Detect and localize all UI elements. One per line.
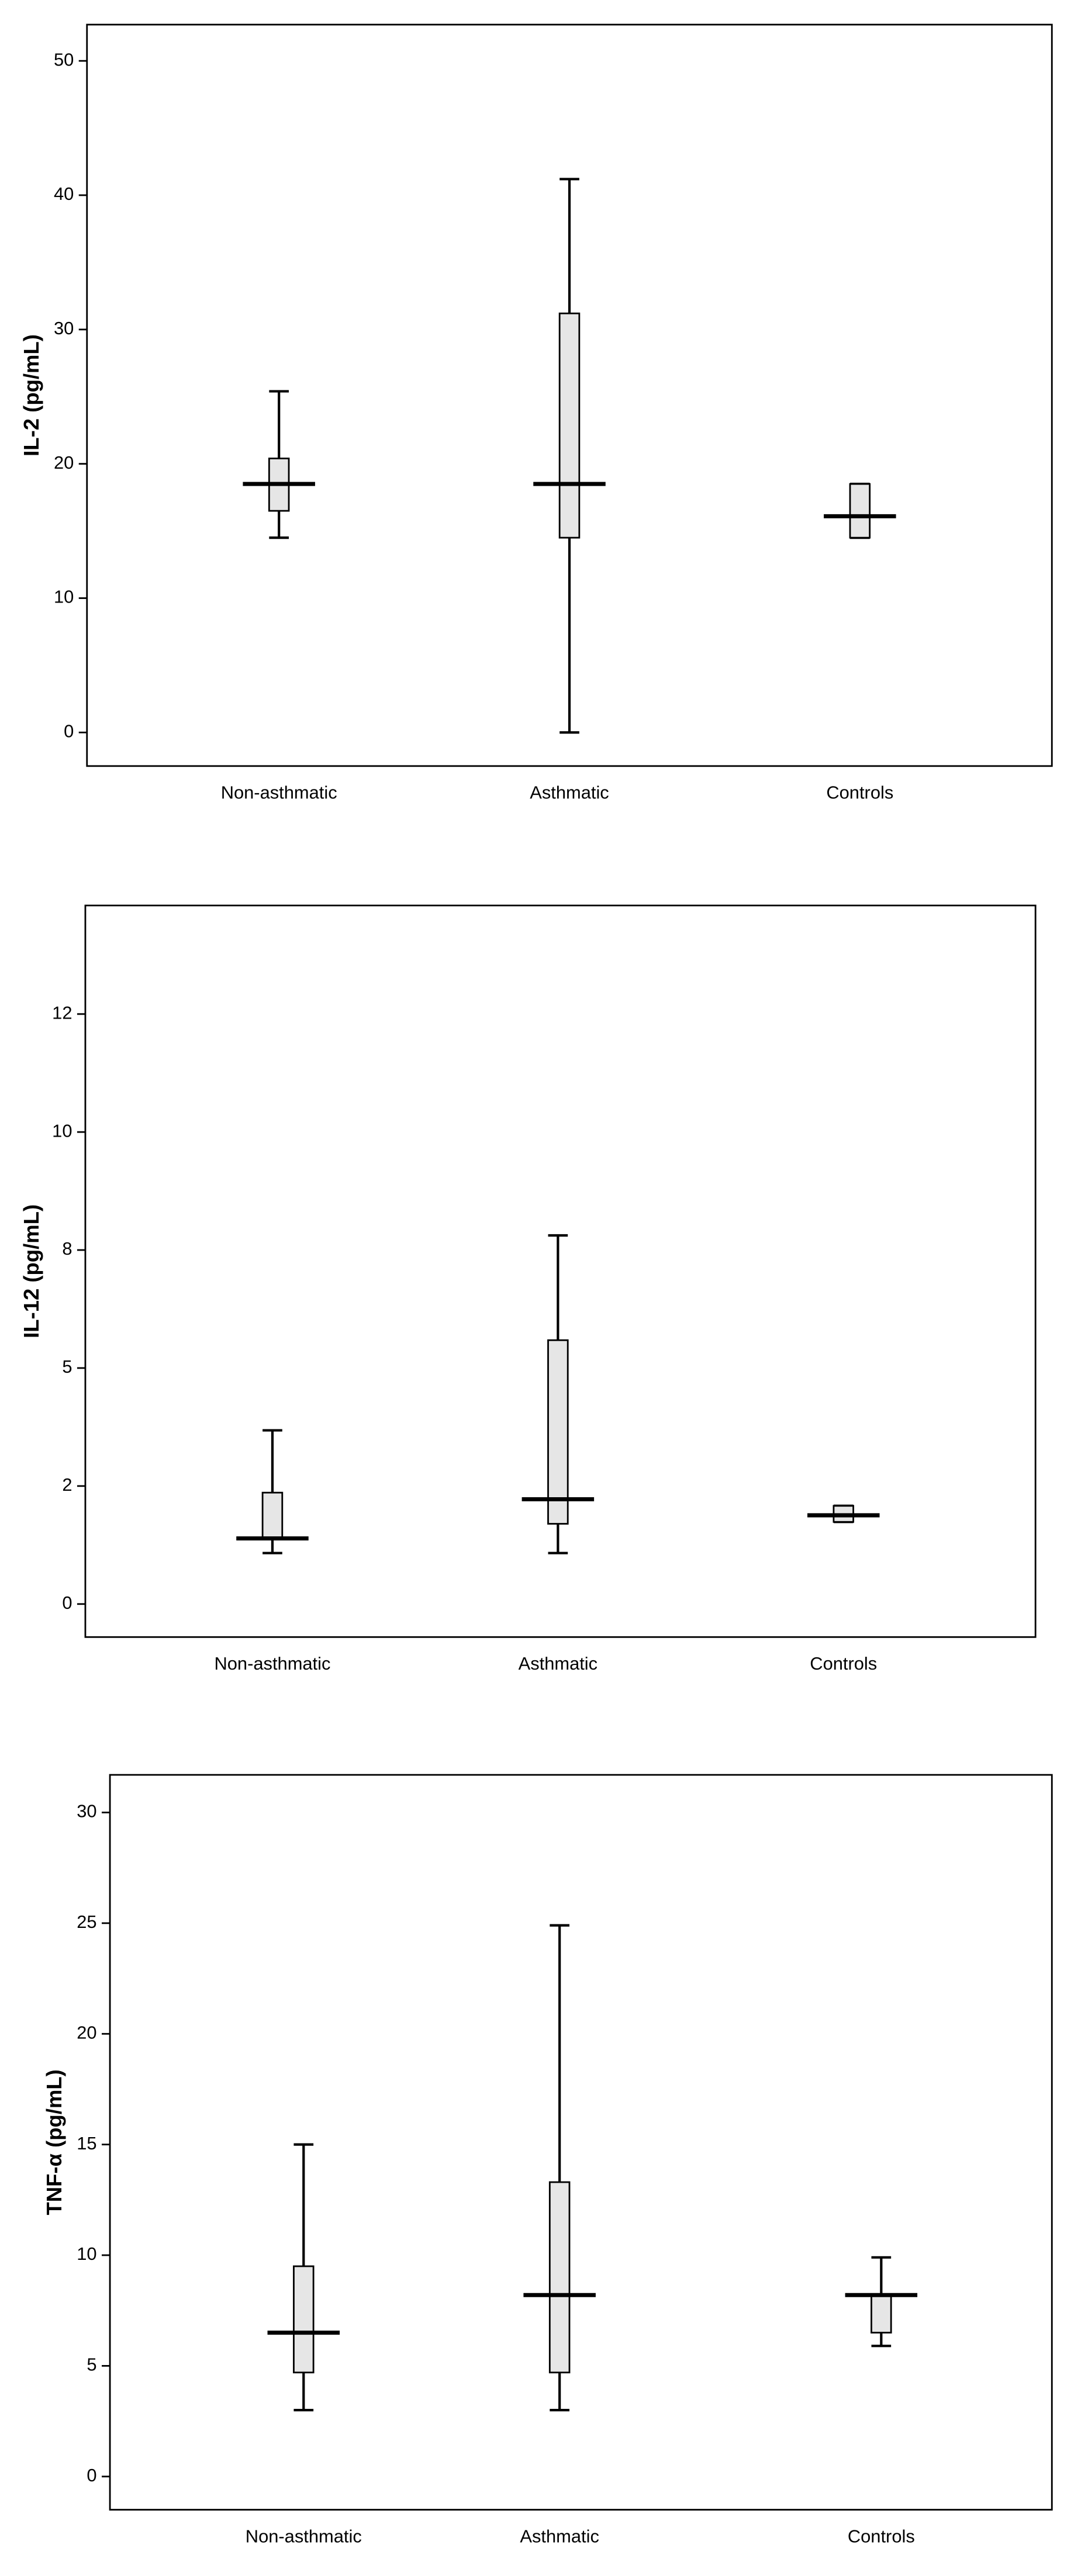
x-tick-label: Non-asthmatic xyxy=(246,2526,362,2546)
x-tick-label: Non-asthmatic xyxy=(221,783,337,803)
y-tick-label: 8 xyxy=(62,1238,72,1259)
x-tick-label: Asthmatic xyxy=(520,2526,599,2546)
y-tick-label: 2 xyxy=(62,1474,72,1495)
y-tick-label: 30 xyxy=(77,1801,96,1822)
y-tick-label: 10 xyxy=(77,2243,96,2264)
y-tick-label: 0 xyxy=(64,721,74,742)
x-tick-label: Controls xyxy=(826,783,893,803)
plot-frame xyxy=(109,1774,1053,2511)
y-tick-label: 10 xyxy=(52,1120,72,1141)
x-tick-label: Controls xyxy=(810,1653,877,1674)
x-tick-label: Asthmatic xyxy=(530,783,609,803)
y-tick-label: 5 xyxy=(87,2355,96,2375)
y-tick-label: 40 xyxy=(54,183,74,204)
y-tick-label: 12 xyxy=(52,1002,72,1023)
plot-frame xyxy=(84,905,1037,1638)
y-tick-label: 5 xyxy=(62,1356,72,1377)
y-tick-label: 20 xyxy=(54,452,74,473)
y-tick-label: 15 xyxy=(77,2133,96,2153)
y-tick-label: 0 xyxy=(87,2465,96,2485)
x-tick-label: Controls xyxy=(848,2526,915,2546)
y-tick-label: 20 xyxy=(77,2022,96,2042)
y-tick-label: 0 xyxy=(62,1592,72,1613)
x-tick-label: Non-asthmatic xyxy=(214,1653,330,1674)
y-axis-label: IL-12 (pg/mL) xyxy=(19,1204,43,1338)
x-tick-label: Asthmatic xyxy=(519,1653,597,1674)
box xyxy=(548,2181,571,2374)
box xyxy=(871,2294,892,2333)
box xyxy=(558,312,581,539)
plot-frame xyxy=(86,23,1053,767)
y-tick-label: 10 xyxy=(54,587,74,607)
y-tick-label: 30 xyxy=(54,318,74,338)
box xyxy=(849,483,871,539)
y-tick-label: 50 xyxy=(54,49,74,70)
y-axis-label: IL-2 (pg/mL) xyxy=(19,334,43,456)
y-axis-label: TNF-α (pg/mL) xyxy=(42,2069,66,2215)
box xyxy=(293,2265,315,2374)
y-tick-label: 25 xyxy=(77,1912,96,1932)
box xyxy=(261,1491,284,1539)
box xyxy=(547,1339,569,1525)
